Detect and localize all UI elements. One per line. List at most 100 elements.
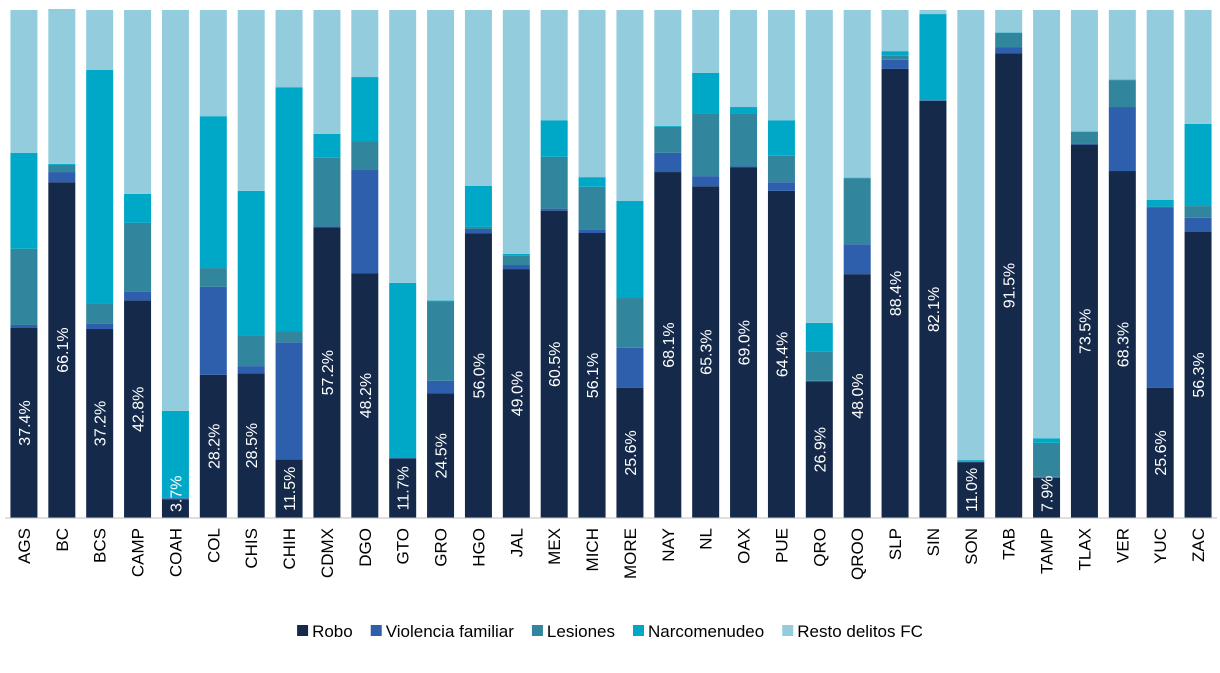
bar-segment [919,99,947,101]
bar-segment [427,393,455,518]
bar-segment [48,164,76,173]
bar-segment [692,113,720,177]
bar-segment [881,55,909,60]
bar-segment [464,233,492,518]
data-label: 91.5% [1002,263,1019,308]
bar-segment [995,47,1023,54]
legend-label: Narcomenudeo [648,622,764,641]
x-tick-label: NAY [659,528,678,562]
bar-segment [919,100,947,518]
bar-segment [578,229,606,234]
bar-segment [86,303,114,324]
bar-segment [1184,123,1212,207]
bar-segment [767,182,795,191]
bar-segment [692,176,720,187]
legend-label: Resto delitos FC [797,622,923,641]
bar-segment [427,301,455,381]
bar-segment [48,182,76,518]
bar-segment [48,163,76,165]
bar-segment [1184,217,1212,232]
bar-segment [654,125,682,127]
bar-segment [427,300,455,302]
data-label: 24.5% [434,433,451,478]
bar-segment [1184,10,1212,124]
bar-segment [1184,206,1212,218]
bar-segment [881,10,909,52]
bar-segment [124,291,152,301]
bar-segment [199,374,227,518]
x-tick-label: SON [962,528,981,565]
bar-segment [427,380,455,394]
data-label: 11.0% [964,468,981,512]
bar-segment [124,10,152,194]
bar-segment [313,227,341,518]
bar-segment [540,156,568,209]
bar-segment [957,461,985,463]
bar-segment [199,116,227,269]
bar-segment [578,177,606,187]
bar-segment [237,373,265,518]
bar-segment [1146,387,1174,518]
bar-segment [502,10,530,254]
bar-segment [1033,442,1061,477]
bar-segment [86,329,114,518]
bar-segment [540,208,568,211]
bar-segment [919,10,947,15]
bar-segment [1070,131,1098,132]
bar-segment [313,157,341,227]
bar-segment [161,410,189,498]
bar-segment [616,10,644,202]
bar-segment [86,323,114,330]
bar-segment [351,10,379,78]
bar-segment [1146,207,1174,388]
bar-segment [654,152,682,173]
bar-segment [161,498,189,500]
bar-segment [464,228,492,234]
bar-segment [805,322,833,352]
bar-segment [540,10,568,121]
bar-segment [881,68,909,518]
bar-segment [995,10,1023,33]
bar-segment [540,210,568,518]
bar-segment [10,324,38,329]
bar-segment [1033,476,1061,478]
x-tick-label: CHIH [280,528,299,570]
bar-segment [389,457,417,459]
bar-segment [1070,143,1098,145]
bar-segment [502,265,530,270]
data-label: 42.8% [131,387,148,432]
legend-label: Robo [312,622,353,641]
data-label: 65.3% [699,329,716,374]
data-label: 11.7% [396,466,413,510]
bar-segment [1070,131,1098,144]
x-tick-label: BC [53,528,72,552]
bar-segment [805,381,833,518]
bar-segment [1033,477,1061,518]
bar-segment [237,366,265,374]
bar-segment [10,328,38,518]
x-tick-label: MEX [545,528,564,565]
bar-segment [730,166,758,168]
bar-segment [843,177,871,179]
bar-segment [616,298,644,348]
x-tick-label: PUE [772,528,791,563]
legend-label: Violencia familiar [386,622,515,641]
data-label: 56.3% [1191,352,1208,397]
bar-segment [1184,231,1212,518]
bar-segment [10,10,38,153]
bar-segment [957,10,985,461]
bar-segment [161,499,189,518]
bar-segment [843,274,871,518]
bar-segment [578,10,606,178]
data-label: 37.4% [17,400,34,445]
bar-segment [48,172,76,183]
bar-segment [1108,80,1136,108]
bar-segment [313,10,341,134]
data-label: 48.2% [358,373,375,418]
bar-segment [313,133,341,158]
bar-segment [1108,79,1136,81]
data-label: 88.4% [888,271,905,316]
bar-segment [48,8,76,164]
x-tick-label: GRO [432,528,451,567]
bar-segment [10,152,38,249]
